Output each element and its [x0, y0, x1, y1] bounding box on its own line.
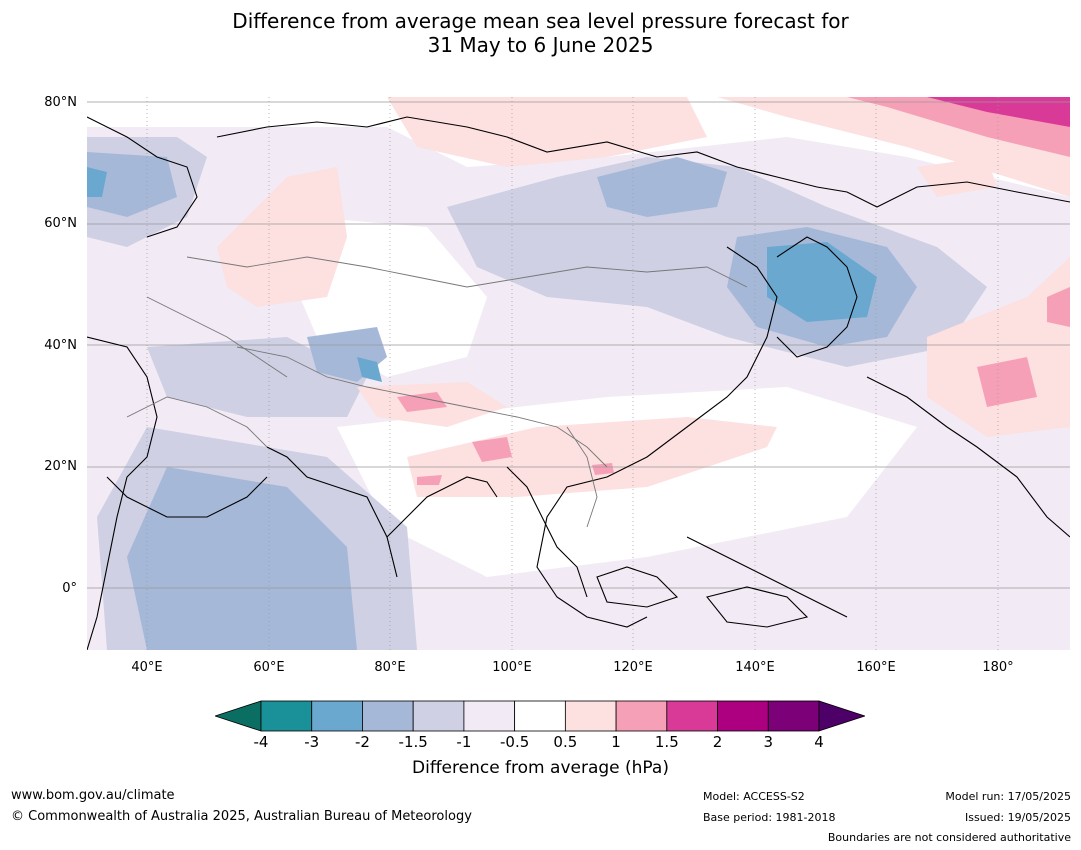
- colorbar-segment: [362, 700, 414, 732]
- colorbar-segment: [514, 700, 566, 732]
- colorbar-tick-label: 1.5: [654, 733, 679, 751]
- title-line-1: Difference from average mean sea level p…: [232, 9, 849, 33]
- colorbar-label: Difference from average (hPa): [412, 758, 669, 778]
- colorbar-segment: [615, 700, 668, 732]
- colorbar-segment: [311, 700, 363, 732]
- lon-label-80e: 80°E: [374, 660, 406, 675]
- colorbar: [215, 700, 865, 732]
- lon-label-100e: 100°E: [492, 660, 532, 675]
- lat-label-0: 0°: [62, 581, 77, 596]
- lat-label-20n: 20°N: [44, 459, 77, 474]
- lat-label-40n: 40°N: [44, 338, 77, 353]
- map-svg: [87, 97, 1070, 650]
- model-run-text: Model run: 17/05/2025: [945, 790, 1071, 803]
- anomaly-fields: [87, 97, 1070, 650]
- graticule: [87, 97, 1070, 650]
- colorbar-tick-label: -1.5: [398, 733, 428, 751]
- lon-label-140e: 140°E: [735, 660, 775, 675]
- colorbar-tick-label: 4: [814, 733, 824, 751]
- lon-label-120e: 120°E: [613, 660, 653, 675]
- colorbar-tick-label: -3: [304, 733, 320, 751]
- colorbar-segment: [666, 700, 718, 732]
- issued-text: Issued: 19/05/2025: [964, 811, 1071, 824]
- colorbar-segment: [412, 700, 465, 732]
- lon-label-40e: 40°E: [131, 660, 163, 675]
- colorbar-tick-label: 3: [763, 733, 774, 751]
- colorbar-extend-high: [818, 700, 865, 732]
- model-text: Model: ACCESS-S2: [703, 790, 805, 803]
- colorbar-tick-label: -4: [253, 733, 269, 751]
- colorbar-segment: [564, 700, 617, 732]
- colorbar-segment: [463, 700, 516, 732]
- lat-label-60n: 60°N: [44, 216, 77, 231]
- colorbar-tick-label: 0.5: [553, 733, 578, 751]
- colorbar-tick-label: -0.5: [499, 733, 530, 751]
- title-line-2: 31 May to 6 June 2025: [427, 33, 654, 57]
- lat-label-80n: 80°N: [44, 95, 77, 110]
- coastlines: [87, 116, 1070, 650]
- colorbar-segment: [767, 700, 820, 732]
- colorbar-tick-label: 1: [611, 733, 621, 751]
- disclaimer-text: Boundaries are not considered authoritat…: [827, 831, 1071, 844]
- chart-title: Difference from average mean sea level p…: [0, 9, 1081, 57]
- lon-label-180: 180°: [982, 660, 1014, 675]
- lon-label-60e: 60°E: [253, 660, 285, 675]
- base-period-text: Base period: 1981-2018: [703, 811, 836, 824]
- copyright-text: © Commonwealth of Australia 2025, Austra…: [11, 809, 472, 824]
- lon-label-160e: 160°E: [856, 660, 896, 675]
- country-borders: [126, 256, 748, 528]
- map-area[interactable]: [87, 97, 1070, 650]
- colorbar-segment: [717, 700, 769, 732]
- colorbar-tick-label: -2: [354, 733, 370, 751]
- colorbar-segment: [260, 700, 313, 732]
- colorbar-tick-label: 2: [712, 733, 723, 751]
- website-link[interactable]: www.bom.gov.au/climate: [11, 788, 175, 803]
- colorbar-extend-low: [215, 700, 262, 732]
- colorbar-tick-label: -1: [456, 733, 472, 751]
